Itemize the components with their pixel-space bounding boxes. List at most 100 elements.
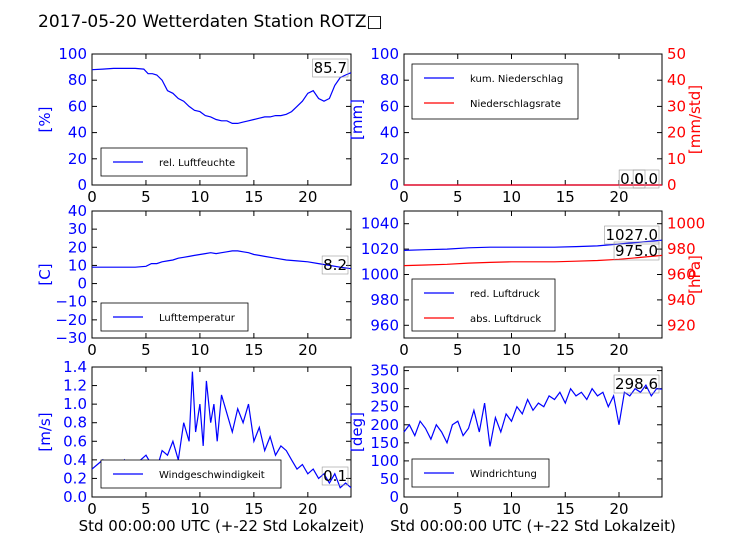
y-axis-label: [m/s] [36,412,54,451]
value-label: 0.1 [323,467,347,485]
y-tick-label: 80 [68,71,87,89]
y-tick-label: 0.6 [63,432,87,450]
y-tick-label: 0.0 [63,488,87,506]
value-label-2-box [613,241,660,261]
x-tick-label: 0 [399,500,409,518]
y2-tick-label: 940 [667,291,696,309]
legend-label: abs. Luftdruck [470,314,541,325]
y-tick-label: 60 [380,97,399,115]
y-tick-label: 250 [370,398,399,416]
y-tick-label: 0 [77,176,87,194]
series-line-abs-luftdruck [403,254,663,267]
y2-tick-label: 50 [667,45,686,63]
x-tick-label: 20 [298,500,317,518]
y-tick-label: 40 [68,202,87,220]
y2-tick-label: 980 [667,240,696,258]
legend-box [411,63,579,120]
x-tick-label: 10 [190,500,209,518]
y2-tick-label: 0 [667,176,677,194]
y-tick-label: 0.2 [63,469,87,487]
x-tick-label: 15 [556,500,575,518]
x-tick-label: 0 [87,500,97,518]
y-tick-label: 0 [389,176,399,194]
y-tick-label: 100 [370,452,399,470]
x-tick-label: 5 [141,500,151,518]
x-tick-label: 20 [298,341,317,359]
y-tick-label: 1.4 [63,358,87,376]
legend-label: Niederschlagsrate [470,99,561,110]
y-tick-label: 20 [380,150,399,168]
y2-tick-label: 960 [667,266,696,284]
x-tick-label: 15 [556,188,575,206]
y-axis-label: [C] [36,263,54,285]
y2-tick-label: 30 [667,97,686,115]
y-tick-label: 20 [68,238,87,256]
series-line-windrichtung [403,383,663,447]
x-tick-label: 0 [399,188,409,206]
y-tick-label: −20 [55,311,87,329]
plot-frame [91,366,352,498]
series-line-rel-luftfeuchte [91,67,352,125]
y2-axis-label: [mm/std] [686,85,704,154]
y-tick-label: 1000 [361,266,399,284]
y-tick-label: 100 [370,45,399,63]
y2-axis-label: [hPa] [686,255,704,294]
y-tick-label: 10 [68,256,87,274]
y-tick-label: 50 [380,470,399,488]
legend-label: Lufttemperatur [159,313,236,324]
x-tick-label: 20 [609,341,628,359]
y-tick-label: 100 [58,45,87,63]
value-label-box [321,255,349,275]
x-tick-label: 15 [244,500,263,518]
legend-label: red. Luftdruck [470,289,540,300]
y-tick-label: 40 [380,124,399,142]
value-label-box [321,466,349,486]
value-label-2: 0.0 [620,170,644,188]
y-tick-label: −10 [55,293,87,311]
y-axis-label: [deg] [348,412,366,452]
y-axis-label: [%] [36,107,54,133]
x-tick-label: 5 [453,188,463,206]
x-tick-label: 5 [141,188,151,206]
y2-tick-label: 20 [667,124,686,142]
x-tick-label: 10 [502,500,521,518]
value-label: 85.7 [314,59,347,77]
x-tick-label: 20 [298,188,317,206]
x-tick-label: 5 [453,341,463,359]
y-tick-label: −30 [55,329,87,347]
x-tick-label: 20 [609,500,628,518]
y-tick-label: 1040 [361,215,399,233]
x-tick-label: 15 [244,341,263,359]
value-label-box [613,374,660,394]
y-tick-label: 0 [389,488,399,506]
y-tick-label: 20 [68,150,87,168]
y2-tick-label: 920 [667,316,696,334]
value-label: 1027.0 [606,226,659,244]
x-axis-label: Std 00:00:00 UTC (+-22 Std Lokalzeit) [390,517,676,535]
legend-label: Windgeschwindigkeit [159,470,265,481]
legend-box [411,278,556,332]
value-label-box [312,58,349,78]
value-label: 298.6 [615,375,658,393]
value-label-2: 975.0 [615,242,658,260]
y-tick-label: 300 [370,380,399,398]
legend-label: Windrichtung [470,469,537,480]
y2-tick-label: 40 [667,71,686,89]
y-tick-label: 30 [68,220,87,238]
y-tick-label: 0.8 [63,414,87,432]
y-tick-label: 960 [370,316,399,334]
y-tick-label: 150 [370,434,399,452]
x-tick-label: 10 [502,341,521,359]
x-tick-label: 10 [502,188,521,206]
x-tick-label: 5 [453,500,463,518]
y-tick-label: 1020 [361,240,399,258]
series-line-lufttemperatur [92,250,352,270]
value-label: 0.0 [634,170,658,188]
value-label-box [604,225,660,245]
value-label-2-box [618,169,646,189]
y2-tick-label: 10 [667,150,686,168]
y-axis-label: [mm] [348,99,366,140]
value-label-box [632,169,660,189]
legend-label: rel. Luftfeuchte [159,158,235,169]
